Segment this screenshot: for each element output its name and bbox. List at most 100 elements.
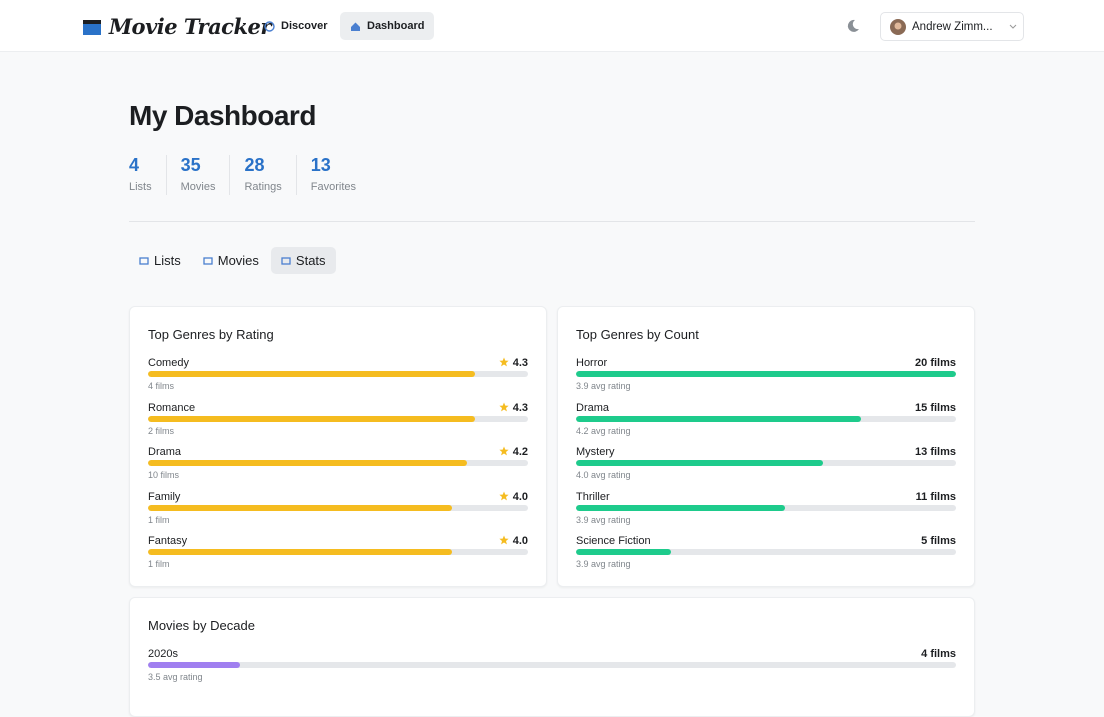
logo-icon xyxy=(83,20,101,35)
row-subtext: 3.9 avg rating xyxy=(576,514,631,525)
row-name: Drama xyxy=(148,446,182,458)
row-value: 4.3 xyxy=(499,402,528,414)
bar-row: Drama 4.2 10 films xyxy=(148,446,528,486)
bar-track xyxy=(148,662,956,668)
row-name: Family xyxy=(148,490,181,503)
bar-track xyxy=(576,504,956,511)
star-icon xyxy=(499,446,509,456)
row-value: 4.2 xyxy=(499,446,528,458)
row-subtext: 1 film xyxy=(148,514,170,525)
tab[interactable]: Lists xyxy=(129,247,191,274)
bar-track xyxy=(576,415,956,422)
row-subtext: 2 films xyxy=(148,425,175,436)
page-title: My Dashboard xyxy=(129,100,316,131)
stat-label: Ratings xyxy=(244,181,282,193)
star-icon xyxy=(499,535,509,545)
bar xyxy=(576,415,861,422)
row-name: Comedy xyxy=(148,357,189,369)
tab-icon xyxy=(139,256,149,265)
bar xyxy=(576,549,671,555)
bar xyxy=(148,662,241,668)
divider xyxy=(129,221,975,222)
row-subtext: 3.9 avg rating xyxy=(576,381,631,391)
tab-icon xyxy=(203,256,213,265)
bar-row: 2020s 4 films 3.5 avg rating xyxy=(148,648,956,688)
row-name: 2020s xyxy=(148,648,178,660)
user-menu[interactable]: Andrew Zimm... xyxy=(880,12,1024,41)
home-icon xyxy=(351,22,360,31)
row-subtext: 4.0 avg rating xyxy=(576,470,631,480)
panel: Top Genres by Rating Comedy 4.3 4 films Roma… xyxy=(129,306,547,587)
bar-row: Family 4.0 1 film xyxy=(148,491,528,531)
star-icon xyxy=(499,357,509,367)
row-value: 20 films xyxy=(915,357,956,369)
stat: 13 Favorites xyxy=(295,155,370,195)
bar-row: Thriller 11 films 3.9 avg rating xyxy=(576,491,956,531)
stat-label: Movies xyxy=(180,181,216,193)
tab-label: Stats xyxy=(295,253,326,268)
tab[interactable]: Stats xyxy=(270,247,336,274)
row-subtext: 10 films xyxy=(148,470,180,480)
bar-row: Drama 15 films 4.2 avg rating xyxy=(576,402,956,442)
bar-track xyxy=(148,504,528,511)
bar-track xyxy=(148,415,528,422)
row-name: Fantasy xyxy=(148,535,188,547)
stats: 4 Lists 35 Movies 28 Ratings 13 Favorites xyxy=(129,155,370,195)
bar-track xyxy=(148,460,528,466)
stat-value: 13 xyxy=(310,155,331,175)
stat-label: Favorites xyxy=(310,181,357,193)
stat: 28 Ratings xyxy=(229,155,295,195)
nav-label: Dashboard xyxy=(367,20,425,32)
brand-name: Movie Tracker xyxy=(108,14,272,39)
bar xyxy=(576,504,785,511)
bar xyxy=(148,504,452,511)
bar-row: Science Fiction 5 films 3.9 avg rating xyxy=(576,535,956,575)
stat: 4 Lists xyxy=(129,155,166,195)
bar-row: Horror 20 films 3.9 avg rating xyxy=(576,357,956,397)
row-value: 4.0 xyxy=(499,535,528,547)
nav-link[interactable]: Dashboard xyxy=(340,12,435,40)
bar xyxy=(148,415,475,422)
bar xyxy=(148,371,475,377)
bar-track xyxy=(576,371,956,377)
row-value: 15 films xyxy=(915,401,956,414)
row-value: 5 films xyxy=(921,535,956,547)
row-name: Science Fiction xyxy=(576,535,651,547)
tab-label: Movies xyxy=(217,253,259,268)
row-subtext: 1 film xyxy=(148,559,170,569)
stat: 35 Movies xyxy=(165,155,230,195)
stat-value: 35 xyxy=(180,155,201,175)
nav-link[interactable]: Discover xyxy=(254,12,337,40)
panel-title: Movies by Decade xyxy=(148,618,255,633)
stat-value: 28 xyxy=(244,155,265,175)
row-name: Mystery xyxy=(576,446,615,458)
tabs: Lists Movies Stats xyxy=(129,247,336,274)
row-name: Romance xyxy=(148,401,196,414)
bar-row: Fantasy 4.0 1 film xyxy=(148,535,528,575)
row-value: 13 films xyxy=(915,446,956,458)
star-icon xyxy=(499,402,509,411)
bar-track xyxy=(576,549,956,555)
panel: Movies by Decade 2020s 4 films 3.5 avg rati… xyxy=(129,597,975,717)
brand[interactable]: Movie Tracker xyxy=(82,14,271,39)
row-value: 4.3 xyxy=(499,357,528,369)
stat-value: 4 xyxy=(129,155,140,175)
row-subtext: 3.9 avg rating xyxy=(576,559,631,569)
tab-icon xyxy=(281,256,291,265)
chevron xyxy=(1009,24,1016,29)
row-value: 4 films xyxy=(921,648,956,660)
row-value: 4.0 xyxy=(499,491,528,503)
row-value: 11 films xyxy=(915,490,956,503)
theme-toggle[interactable] xyxy=(845,18,861,34)
row-name: Horror xyxy=(576,357,608,369)
header: Movie Tracker Discover Dashboard Andrew … xyxy=(0,0,1104,52)
panel-title: Top Genres by Count xyxy=(576,327,699,342)
tab[interactable]: Movies xyxy=(193,247,269,274)
tab-label: Lists xyxy=(154,253,181,268)
bar-row: Mystery 13 films 4.0 avg rating xyxy=(576,446,956,486)
panel: Top Genres by Count Horror 20 films 3.9 avg… xyxy=(557,306,975,587)
user-name: Andrew Zimm... xyxy=(912,20,993,33)
stat-label: Lists xyxy=(129,181,152,193)
bar xyxy=(576,371,956,377)
